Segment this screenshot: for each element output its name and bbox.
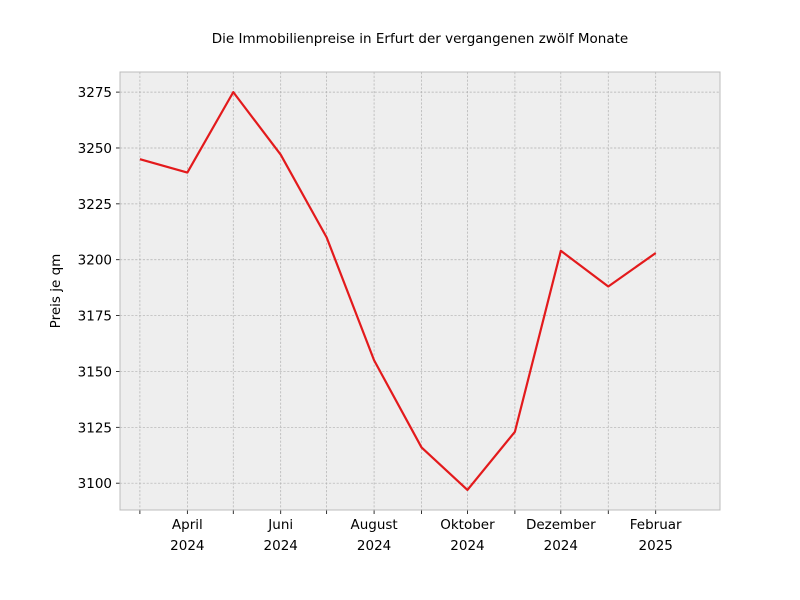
y-tick-label: 3250 bbox=[78, 141, 112, 157]
plot-frame bbox=[119, 71, 721, 511]
x-tick-label-year: 2024 bbox=[450, 538, 484, 554]
y-tick-label: 3200 bbox=[78, 253, 112, 269]
x-tick-label-year: 2025 bbox=[639, 538, 673, 554]
gridlines bbox=[120, 72, 720, 510]
x-tick-label-year: 2024 bbox=[170, 538, 204, 554]
x-tick-label: April bbox=[172, 517, 203, 533]
y-tick-label: 3100 bbox=[78, 476, 112, 492]
series-group bbox=[139, 91, 657, 491]
series-line bbox=[139, 91, 657, 491]
x-tick-label-year: 2024 bbox=[544, 538, 578, 554]
axis-ticks: 3100 3125 3150 3175 3200 3225 3250 3275 April 202… bbox=[78, 85, 682, 554]
x-tick-label: Juni bbox=[267, 517, 293, 533]
x-tick-label: Oktober bbox=[440, 517, 495, 533]
y-tick-label: 3175 bbox=[78, 309, 112, 325]
x-tick-label: Dezember bbox=[526, 517, 596, 533]
x-tick-label-year: 2024 bbox=[357, 538, 391, 554]
x-tick-label-year: 2024 bbox=[264, 538, 298, 554]
x-tick-label: Februar bbox=[630, 517, 682, 533]
x-tick-label: August bbox=[350, 517, 397, 533]
y-tick-label: 3275 bbox=[78, 85, 112, 101]
y-tick-label: 3125 bbox=[78, 420, 112, 436]
chart-title: Die Immobilienpreise in Erfurt der verga… bbox=[212, 31, 628, 47]
y-tick-label: 3225 bbox=[78, 197, 112, 213]
plot-area bbox=[120, 72, 720, 510]
y-tick-label: 3150 bbox=[78, 364, 112, 380]
y-axis-label: Preis je qm bbox=[48, 254, 64, 329]
